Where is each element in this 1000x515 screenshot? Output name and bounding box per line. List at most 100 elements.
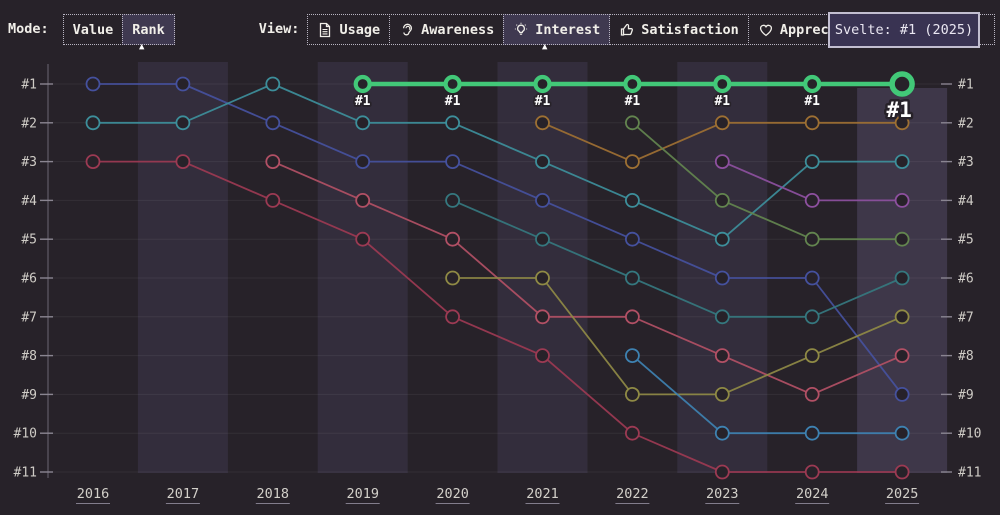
view-interest-button[interactable]: Interest: [503, 14, 611, 45]
point-series-darkteal-2021[interactable]: [535, 231, 550, 247]
rank-label-right: #10: [958, 427, 981, 442]
point-series-indigo-2022[interactable]: [625, 231, 640, 247]
point-series-darkteal-2020[interactable]: [445, 192, 461, 208]
view-satisfaction-button[interactable]: Satisfaction: [609, 14, 749, 45]
view-awareness-button[interactable]: Awareness: [389, 14, 505, 45]
point-series-darkteal-2022[interactable]: [625, 270, 640, 286]
point-series-indigo-2024[interactable]: [804, 270, 820, 286]
year-column-band-2023[interactable]: [677, 62, 768, 473]
point-series-indigo-2021[interactable]: [535, 192, 550, 208]
point-series-teal-2017[interactable]: [175, 115, 191, 131]
point-series-red-2022[interactable]: [625, 309, 640, 325]
year-label-2025[interactable]: 2025: [886, 486, 919, 502]
year-column-band-2019[interactable]: [317, 62, 408, 473]
point-Svelte-2024[interactable]: [803, 74, 822, 94]
point-series-maroon-2025[interactable]: [894, 464, 910, 480]
year-label-2017[interactable]: 2017: [167, 486, 200, 502]
year-label-2016[interactable]: 2016: [77, 486, 110, 502]
point-series-red-2024[interactable]: [804, 386, 820, 402]
mode-value-button[interactable]: Value: [62, 14, 124, 45]
year-label-2019[interactable]: 2019: [346, 486, 379, 502]
year-label-2023[interactable]: 2023: [706, 486, 739, 502]
point-series-purple-2023[interactable]: [714, 154, 730, 170]
point-series-red-2018[interactable]: [265, 154, 281, 170]
year-label-2021[interactable]: 2021: [526, 486, 559, 502]
point-series-olive-2023[interactable]: [714, 386, 730, 402]
point-series-indigo-2025[interactable]: [894, 386, 910, 402]
point-series-maroon-2020[interactable]: [445, 309, 461, 325]
point-series-teal-2021[interactable]: [535, 154, 550, 170]
point-series-red-2020[interactable]: [445, 231, 461, 247]
point-series-steelblue-2024[interactable]: [804, 425, 820, 441]
point-series-darkteal-2023[interactable]: [714, 309, 730, 325]
point-series-teal-2022[interactable]: [625, 192, 640, 208]
point-series-olive-2021[interactable]: [535, 270, 550, 286]
point-series-green-2025[interactable]: [894, 231, 910, 247]
year-label-2020[interactable]: 2020: [436, 486, 469, 502]
point-series-red-2021[interactable]: [535, 309, 550, 325]
point-Svelte-2022[interactable]: [623, 74, 642, 94]
point-series-maroon-2021[interactable]: [535, 348, 550, 364]
point-series-olive-2020[interactable]: [445, 270, 461, 286]
point-series-maroon-2024[interactable]: [804, 464, 820, 480]
point-series-green-2024[interactable]: [804, 231, 820, 247]
point-series-teal-2023[interactable]: [714, 231, 730, 247]
thumbs-up-icon: [619, 22, 635, 38]
view-usage-button[interactable]: Usage: [307, 14, 391, 45]
point-series-teal-2018[interactable]: [265, 76, 281, 92]
year-column-band-2017[interactable]: [137, 62, 228, 473]
point-series-teal-2020[interactable]: [445, 115, 461, 131]
point-series-tan-2022[interactable]: [625, 154, 640, 170]
point-series-teal-2019[interactable]: [355, 115, 371, 131]
point-series-tan-2024[interactable]: [804, 115, 820, 131]
year-column-band-2021[interactable]: [497, 62, 588, 473]
point-series-tan-2021[interactable]: [535, 115, 550, 131]
point-rank-label: #1: [886, 98, 911, 122]
point-Svelte-2023[interactable]: [713, 74, 732, 94]
point-series-green-2022[interactable]: [625, 115, 640, 131]
point-series-indigo-2017[interactable]: [175, 76, 191, 92]
point-series-red-2023[interactable]: [714, 348, 730, 364]
point-series-teal-2024[interactable]: [804, 154, 820, 170]
point-series-maroon-2023[interactable]: [714, 464, 730, 480]
point-Svelte-2021[interactable]: [533, 74, 552, 94]
point-series-teal-2025[interactable]: [894, 154, 910, 170]
point-series-teal-2016[interactable]: [85, 115, 101, 131]
point-series-indigo-2019[interactable]: [355, 154, 371, 170]
point-series-purple-2025[interactable]: [894, 192, 910, 208]
point-series-tan-2023[interactable]: [714, 115, 730, 131]
point-Svelte-2025[interactable]: [889, 71, 915, 97]
point-series-indigo-2018[interactable]: [265, 115, 281, 131]
point-series-maroon-2022[interactable]: [625, 425, 640, 441]
series-series-green: [625, 115, 910, 247]
point-series-maroon-2019[interactable]: [355, 231, 371, 247]
point-series-tan-2025[interactable]: [894, 115, 910, 131]
point-series-maroon-2017[interactable]: [175, 154, 191, 170]
point-series-maroon-2016[interactable]: [85, 154, 101, 170]
point-series-steelblue-2023[interactable]: [714, 425, 730, 441]
year-label-2024[interactable]: 2024: [796, 486, 829, 502]
ear-icon: [399, 22, 415, 38]
point-series-indigo-2020[interactable]: [445, 154, 461, 170]
year-label-2022[interactable]: 2022: [616, 486, 649, 502]
view-satisfaction-label: Satisfaction: [641, 21, 739, 38]
point-series-green-2023[interactable]: [714, 192, 730, 208]
point-series-steelblue-2025[interactable]: [894, 425, 910, 441]
point-Svelte-2020[interactable]: [443, 74, 462, 94]
point-Svelte-2019[interactable]: [353, 74, 372, 94]
point-series-darkteal-2025[interactable]: [894, 270, 910, 286]
point-series-red-2019[interactable]: [355, 192, 371, 208]
point-series-purple-2024[interactable]: [804, 192, 820, 208]
point-series-maroon-2018[interactable]: [265, 192, 281, 208]
point-series-steelblue-2022[interactable]: [625, 348, 640, 364]
point-series-olive-2025[interactable]: [894, 309, 910, 325]
point-series-olive-2022[interactable]: [625, 386, 640, 402]
year-label-2018[interactable]: 2018: [257, 486, 290, 502]
point-series-indigo-2016[interactable]: [85, 76, 101, 92]
point-series-red-2025[interactable]: [894, 348, 910, 364]
mode-rank-button[interactable]: Rank: [122, 14, 175, 45]
point-series-indigo-2023[interactable]: [714, 270, 730, 286]
point-series-olive-2024[interactable]: [804, 348, 820, 364]
rank-label-right: #5: [958, 233, 974, 248]
point-series-darkteal-2024[interactable]: [804, 309, 820, 325]
